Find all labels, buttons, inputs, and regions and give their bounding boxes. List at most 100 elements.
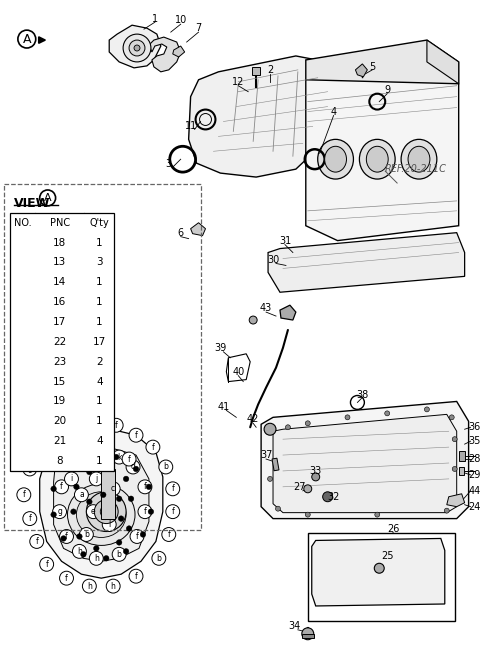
Bar xyxy=(302,634,314,638)
Text: f: f xyxy=(36,537,38,546)
Text: f: f xyxy=(152,443,154,452)
Text: 1: 1 xyxy=(96,317,103,327)
Text: l: l xyxy=(108,520,110,529)
Text: i: i xyxy=(21,397,24,406)
Polygon shape xyxy=(447,493,465,506)
Circle shape xyxy=(424,407,430,412)
Circle shape xyxy=(61,464,66,470)
Text: f: f xyxy=(28,514,31,523)
Text: 3: 3 xyxy=(166,159,172,169)
PathPatch shape xyxy=(149,37,180,72)
Circle shape xyxy=(47,436,60,449)
Text: 18: 18 xyxy=(53,238,66,247)
Text: f: f xyxy=(45,560,48,569)
Text: k: k xyxy=(74,424,79,434)
Circle shape xyxy=(91,452,96,458)
Circle shape xyxy=(146,440,160,454)
Circle shape xyxy=(15,255,29,270)
Text: 31: 31 xyxy=(279,236,291,245)
Polygon shape xyxy=(54,445,149,561)
Circle shape xyxy=(55,480,69,493)
Text: 15: 15 xyxy=(53,376,66,387)
Circle shape xyxy=(129,428,143,442)
Polygon shape xyxy=(191,223,205,236)
Text: f: f xyxy=(144,482,146,492)
Text: 11: 11 xyxy=(184,122,197,132)
Circle shape xyxy=(100,506,112,518)
Text: j: j xyxy=(21,417,24,426)
Text: f: f xyxy=(128,454,131,464)
Text: 6: 6 xyxy=(178,228,184,238)
Text: h: h xyxy=(20,377,25,386)
Circle shape xyxy=(138,480,152,493)
Circle shape xyxy=(449,415,454,420)
Circle shape xyxy=(15,414,29,428)
Circle shape xyxy=(23,462,37,476)
Circle shape xyxy=(15,374,29,389)
Text: 42: 42 xyxy=(247,414,259,424)
Text: 5: 5 xyxy=(369,62,375,72)
Circle shape xyxy=(86,505,100,519)
Text: 26: 26 xyxy=(387,523,399,534)
Circle shape xyxy=(94,546,99,551)
Circle shape xyxy=(15,454,29,468)
Text: 25: 25 xyxy=(381,551,394,561)
Polygon shape xyxy=(427,40,459,84)
Text: g: g xyxy=(57,507,62,516)
Polygon shape xyxy=(109,25,161,68)
Text: 9: 9 xyxy=(384,85,390,94)
Text: NO.: NO. xyxy=(13,217,31,228)
Text: Q'ty: Q'ty xyxy=(89,217,109,228)
Circle shape xyxy=(123,34,151,62)
Text: 36: 36 xyxy=(468,422,480,432)
Text: g: g xyxy=(27,464,32,473)
Text: VIEW: VIEW xyxy=(14,197,50,210)
Circle shape xyxy=(122,452,136,466)
Text: 44: 44 xyxy=(468,486,480,496)
Bar xyxy=(101,469,115,519)
Text: 3: 3 xyxy=(96,257,103,268)
Text: f: f xyxy=(65,574,68,583)
Circle shape xyxy=(138,505,152,519)
Polygon shape xyxy=(306,80,459,241)
Circle shape xyxy=(89,551,103,565)
Text: 1: 1 xyxy=(152,14,158,24)
Circle shape xyxy=(60,529,73,544)
Text: 10: 10 xyxy=(175,15,187,25)
Text: 35: 35 xyxy=(468,436,480,446)
Text: h: h xyxy=(111,581,116,590)
Circle shape xyxy=(15,434,29,448)
Text: e: e xyxy=(20,318,25,327)
Circle shape xyxy=(40,557,54,571)
Text: f: f xyxy=(60,482,63,492)
Circle shape xyxy=(116,496,122,501)
Bar xyxy=(459,467,464,475)
Text: REF.20-211C: REF.20-211C xyxy=(385,164,447,174)
Text: 7: 7 xyxy=(195,23,202,33)
Text: f: f xyxy=(135,431,137,439)
Circle shape xyxy=(51,486,56,492)
Text: 32: 32 xyxy=(327,492,340,502)
Circle shape xyxy=(129,569,143,583)
Circle shape xyxy=(15,335,29,349)
Circle shape xyxy=(23,512,37,525)
Circle shape xyxy=(345,415,350,420)
Text: f: f xyxy=(95,421,97,430)
Circle shape xyxy=(86,492,126,531)
Text: 17: 17 xyxy=(93,337,106,347)
Circle shape xyxy=(15,236,29,249)
Text: b: b xyxy=(20,258,25,267)
Circle shape xyxy=(123,476,129,482)
Circle shape xyxy=(304,485,312,493)
Circle shape xyxy=(116,540,122,545)
Text: l: l xyxy=(21,456,24,465)
Text: f: f xyxy=(65,532,68,541)
Circle shape xyxy=(375,512,380,517)
Circle shape xyxy=(15,355,29,368)
Text: 1: 1 xyxy=(96,238,103,247)
Text: j: j xyxy=(95,475,97,484)
Text: f: f xyxy=(70,460,73,469)
Circle shape xyxy=(312,473,320,481)
Circle shape xyxy=(267,477,273,481)
Text: 1: 1 xyxy=(96,456,103,466)
